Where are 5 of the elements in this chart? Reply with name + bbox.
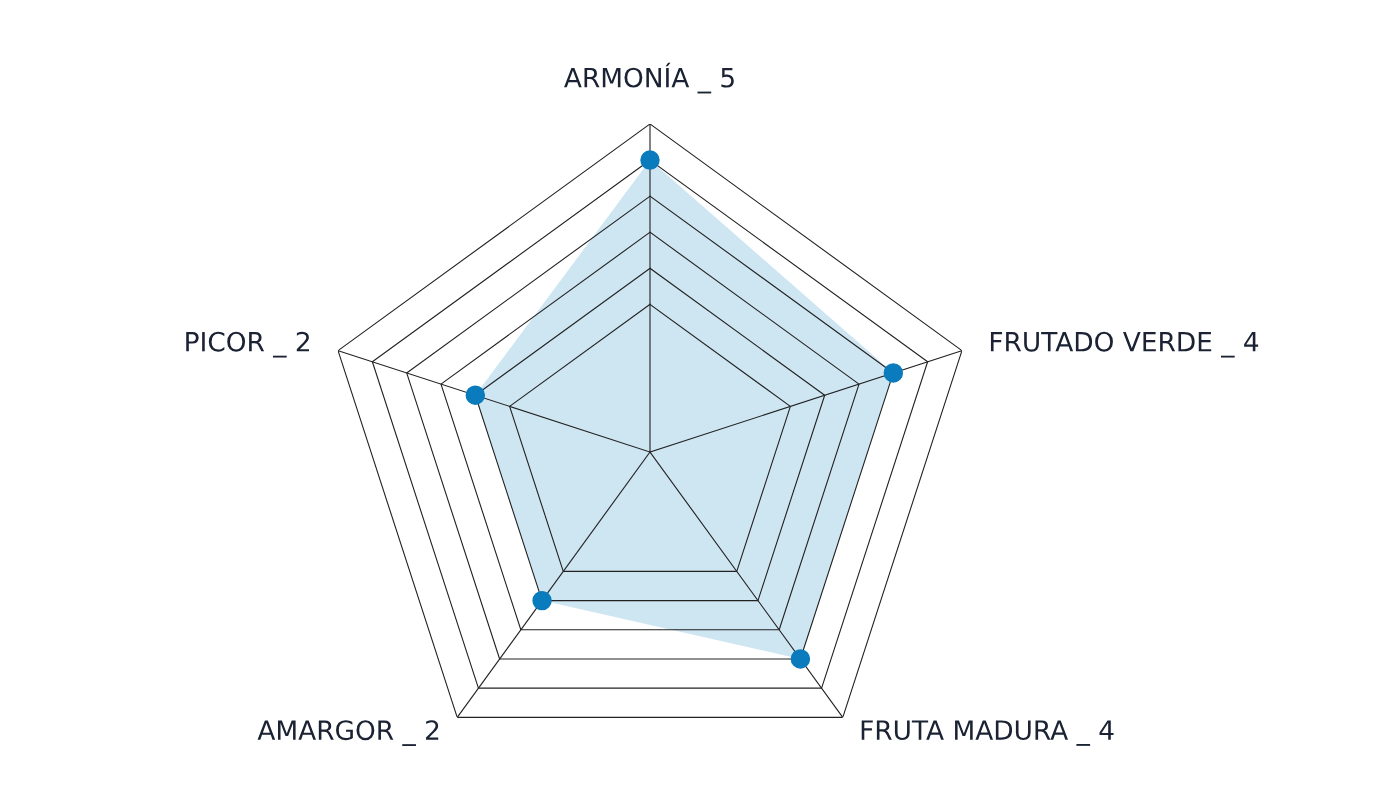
spoke-label: PICOR _ 2 <box>186 331 309 358</box>
spoke-label: FRUTADO VERDE _ 4 <box>990 331 1259 358</box>
spoke-label: ARMONÍA _ 5 <box>564 62 734 94</box>
spoke-label: FRUTA MADURA _ 4 <box>861 720 1114 746</box>
spoke-label: AMARGOR _ 2 <box>257 720 439 746</box>
